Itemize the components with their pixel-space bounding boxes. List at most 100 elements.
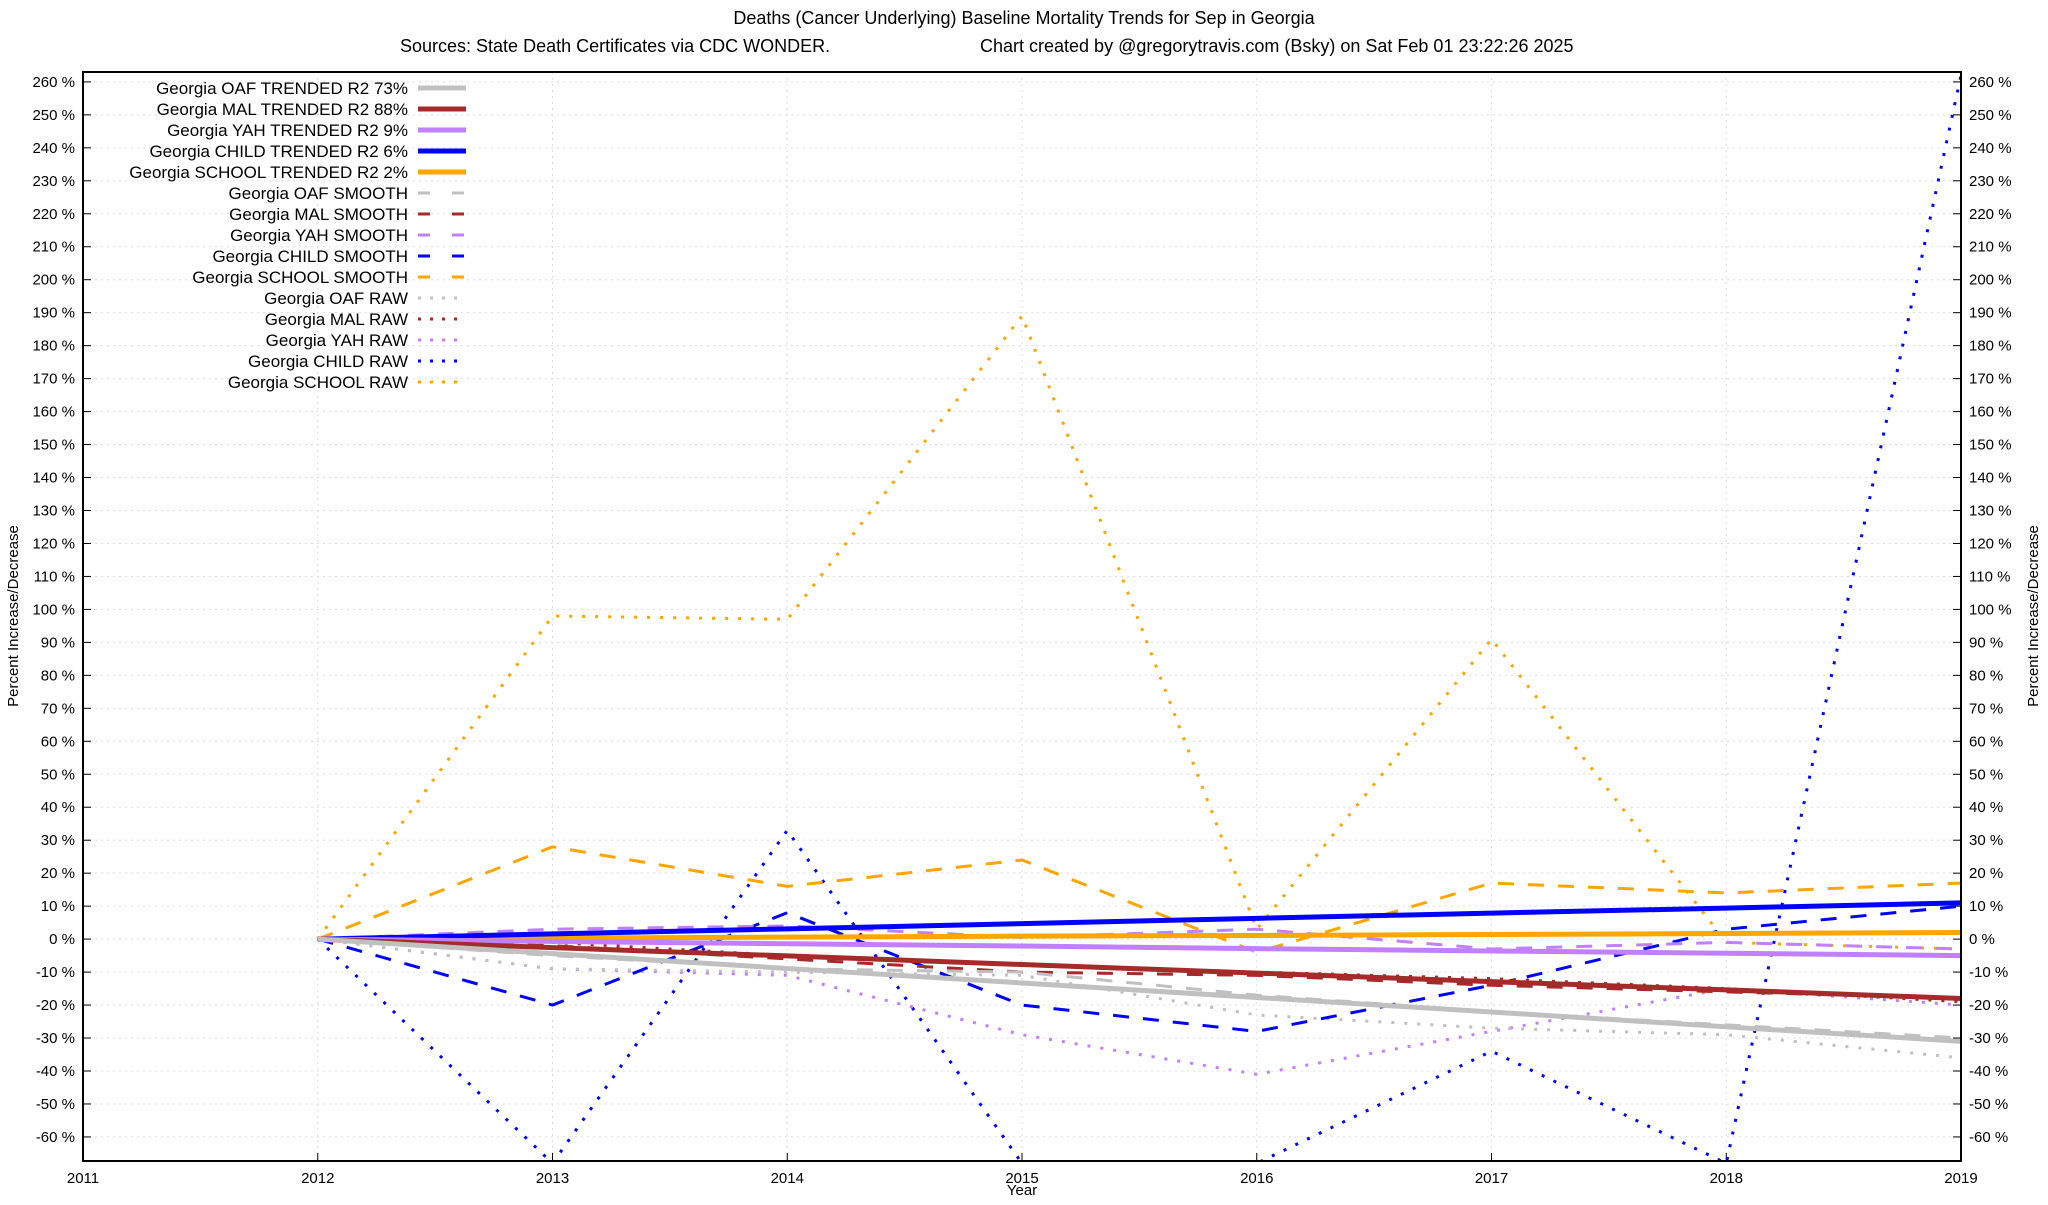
legend-label: Georgia SCHOOL RAW xyxy=(228,373,408,392)
y-tick-label-left: 120 % xyxy=(32,535,75,552)
y-tick-label-left: 230 % xyxy=(32,173,75,190)
chart-subtitle-credit: Chart created by @gregorytravis.com (Bsk… xyxy=(980,36,1574,56)
y-tick-label-right: -50 % xyxy=(1969,1096,2008,1113)
y-tick-label-right: -30 % xyxy=(1969,1030,2008,1047)
y-tick-label-left: 70 % xyxy=(41,700,75,717)
legend: Georgia OAF TRENDED R2 73% Georgia MAL TR… xyxy=(129,79,466,392)
y-tick-label-left: 50 % xyxy=(41,766,75,783)
legend-label: Georgia YAH SMOOTH xyxy=(230,226,408,245)
y-tick-label-right: -60 % xyxy=(1969,1129,2008,1146)
x-tick-label: 2019 xyxy=(1944,1170,1977,1187)
y-tick-label-left: -50 % xyxy=(36,1096,75,1113)
y-tick-label-left: 220 % xyxy=(32,206,75,223)
x-tick-label: 2017 xyxy=(1475,1170,1508,1187)
y-tick-label-right: 90 % xyxy=(1969,634,2003,651)
y-tick-label-left: 110 % xyxy=(34,568,75,585)
series-line-georgia-school-smooth xyxy=(317,845,1961,954)
y-tick-label-right: 170 % xyxy=(1969,371,2012,388)
y-tick-label-left: 160 % xyxy=(32,404,75,421)
y-tick-label-left: 100 % xyxy=(32,601,75,618)
legend-label: Georgia CHILD TRENDED R2 6% xyxy=(149,142,408,161)
legend-label: Georgia CHILD SMOOTH xyxy=(212,247,408,266)
y-tick-label-right: -10 % xyxy=(1969,964,2008,981)
legend-label: Georgia MAL RAW xyxy=(265,310,408,329)
y-tick-label-right: 0 % xyxy=(1969,931,1995,948)
legend-label: Georgia SCHOOL TRENDED R2 2% xyxy=(129,163,408,182)
y-tick-label-left: 250 % xyxy=(32,107,75,124)
y-tick-label-right: 100 % xyxy=(1969,601,2012,618)
y-tick-label-left: -60 % xyxy=(36,1129,75,1146)
y-tick-label-left: 170 % xyxy=(32,371,75,388)
legend-label: Georgia MAL SMOOTH xyxy=(229,205,408,224)
y-tick-label-right: 220 % xyxy=(1969,206,2012,223)
legend-label: Georgia CHILD RAW xyxy=(248,352,408,371)
x-tick-label: 2018 xyxy=(1710,1170,1743,1187)
series-line-georgia-school-trended-r2-2- xyxy=(317,930,1961,942)
y-tick-label-left: 210 % xyxy=(32,239,75,256)
plot-border xyxy=(82,71,1962,1162)
y-tick-label-left: 40 % xyxy=(41,799,75,816)
series-lines xyxy=(316,74,1961,1161)
y-tick-label-right: 250 % xyxy=(1969,107,2012,124)
y-tick-label-left: -20 % xyxy=(36,997,75,1014)
series-line-georgia-child-trended-r2-6- xyxy=(317,900,1961,942)
x-tick-label: 2011 xyxy=(67,1170,99,1187)
y-tick-label-right: 60 % xyxy=(1969,733,2003,750)
y-tick-label-left: 90 % xyxy=(41,634,75,651)
y-tick-label-left: 140 % xyxy=(32,470,75,487)
y-tick-label-right: 230 % xyxy=(1969,173,2012,190)
y-tick-label-right: 50 % xyxy=(1969,766,2003,783)
y-tick-label-left: -10 % xyxy=(36,964,75,981)
y-tick-label-right: 240 % xyxy=(1969,140,2012,157)
legend-label: Georgia SCHOOL SMOOTH xyxy=(192,268,408,287)
y-tick-label-left: 180 % xyxy=(32,338,75,355)
y-tick-label-right: 260 % xyxy=(1969,74,2012,91)
chart-title: Deaths (Cancer Underlying) Baseline Mort… xyxy=(733,8,1315,28)
y-tick-label-left: 190 % xyxy=(32,305,75,322)
y-tick-label-right: 30 % xyxy=(1969,832,2003,849)
series-line-georgia-oaf-raw xyxy=(317,937,1961,1060)
series-line-georgia-mal-trended-r2-88- xyxy=(317,936,1961,1001)
chart-subtitle-sources: Sources: State Death Certificates via CD… xyxy=(400,36,830,56)
y-tick-label-left: 30 % xyxy=(41,832,75,849)
y-axis-label-left: Percent Increase/Decrease xyxy=(5,525,22,707)
y-tick-label-left: 60 % xyxy=(41,733,75,750)
y-tick-label-right: -40 % xyxy=(1969,1063,2008,1080)
legend-label: Georgia YAH RAW xyxy=(266,331,408,350)
series-line-georgia-yah-raw xyxy=(317,937,1961,1076)
legend-label: Georgia OAF RAW xyxy=(264,289,408,308)
y-tick-label-right: 200 % xyxy=(1969,272,2012,289)
y-axis-label-right: Percent Increase/Decrease xyxy=(2025,525,2042,707)
x-tick-label: 2013 xyxy=(536,1170,569,1187)
series-line-georgia-oaf-trended-r2-73- xyxy=(317,936,1961,1044)
y-tick-label-right: 160 % xyxy=(1969,404,2012,421)
legend-label: Georgia OAF TRENDED R2 73% xyxy=(156,79,408,98)
y-tick-label-right: 130 % xyxy=(1969,503,2012,520)
y-tick-label-left: 240 % xyxy=(32,140,75,157)
y-tick-label-right: 150 % xyxy=(1969,437,2012,454)
x-axis-label: Year xyxy=(1007,1182,1037,1199)
y-tick-label-right: 120 % xyxy=(1969,535,2012,552)
y-tick-label-right: 110 % xyxy=(1969,568,2010,585)
x-tick-label: 2012 xyxy=(301,1170,334,1187)
axis-ticks: -60 % -60 % -50 % -50 % -40 % -40 % -30 % -30 %… xyxy=(32,74,2011,1187)
y-tick-label-right: 180 % xyxy=(1969,338,2012,355)
y-tick-label-right: 190 % xyxy=(1969,305,2012,322)
y-tick-label-left: 0 % xyxy=(49,931,75,948)
y-tick-label-left: 20 % xyxy=(41,865,75,882)
series-line-georgia-yah-trended-r2-9- xyxy=(317,936,1961,959)
y-tick-label-right: 140 % xyxy=(1969,470,2012,487)
series-line-georgia-child-smooth xyxy=(317,904,1961,1033)
series-line-georgia-mal-raw xyxy=(317,937,1961,1004)
y-tick-label-left: 130 % xyxy=(32,503,75,520)
series-line-georgia-child-raw xyxy=(316,74,1961,1161)
y-tick-label-right: 210 % xyxy=(1969,239,2012,256)
legend-label: Georgia YAH TRENDED R2 9% xyxy=(167,121,408,140)
y-tick-label-left: 260 % xyxy=(32,74,75,91)
y-tick-label-left: -40 % xyxy=(36,1063,75,1080)
y-tick-label-right: 80 % xyxy=(1969,667,2003,684)
y-tick-label-right: 70 % xyxy=(1969,700,2003,717)
y-tick-label-left: 80 % xyxy=(41,667,75,684)
y-tick-label-right: -20 % xyxy=(1969,997,2008,1014)
